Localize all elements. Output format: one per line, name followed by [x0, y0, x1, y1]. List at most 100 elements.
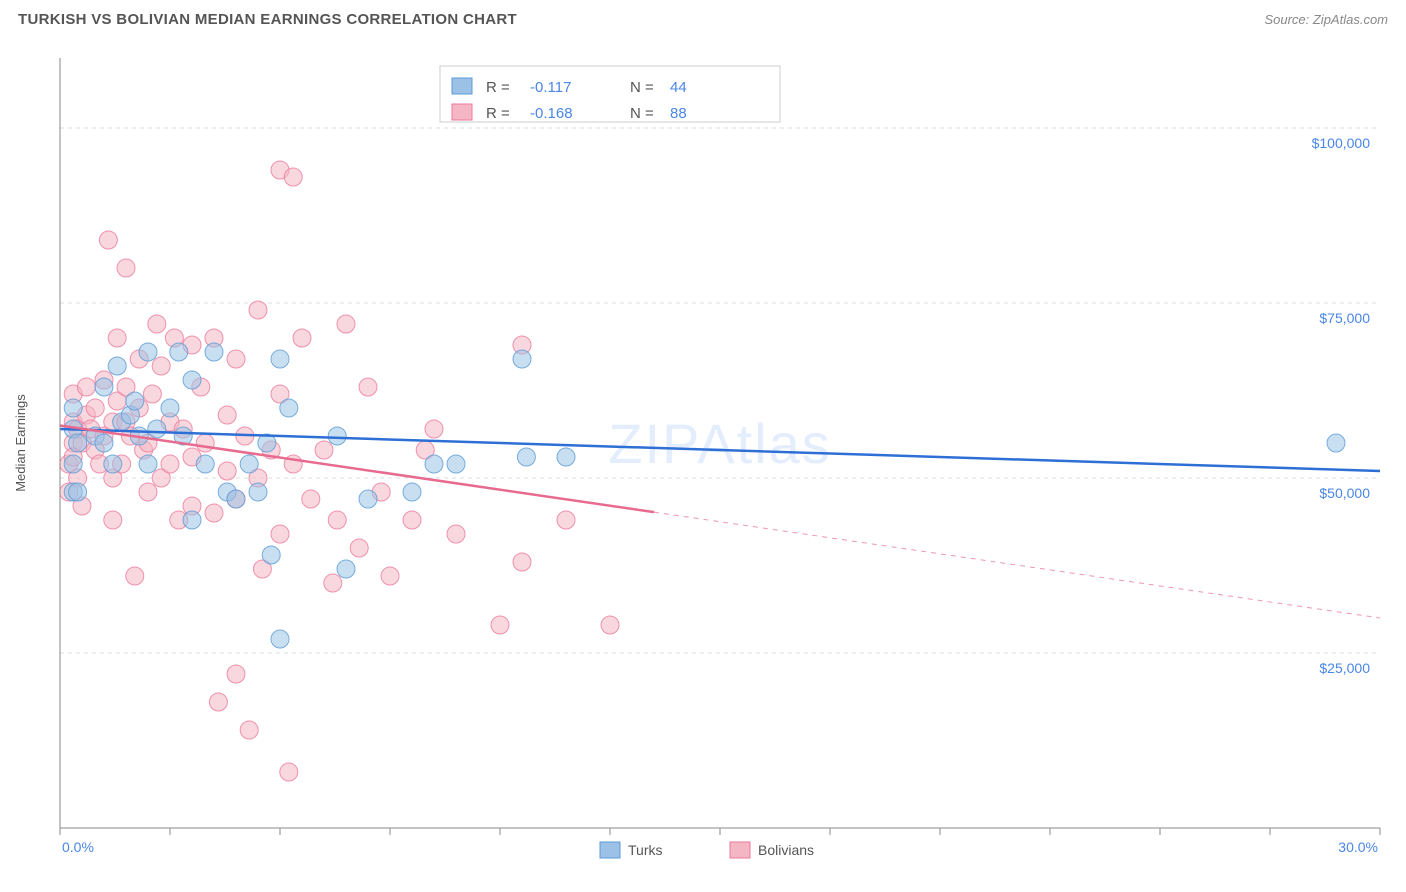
chart-title: TURKISH VS BOLIVIAN MEDIAN EARNINGS CORR… [18, 11, 517, 28]
watermark: ZIPAtlas [608, 412, 831, 475]
data-point [403, 483, 421, 501]
y-tick-label: $75,000 [1319, 310, 1370, 326]
data-point [271, 350, 289, 368]
data-point [271, 630, 289, 648]
data-point [205, 343, 223, 361]
legend-r-label: R = [486, 105, 510, 122]
data-point [425, 420, 443, 438]
data-point [249, 301, 267, 319]
data-point [126, 392, 144, 410]
y-tick-label: $50,000 [1319, 485, 1370, 501]
data-point [64, 455, 82, 473]
data-point [95, 434, 113, 452]
legend-r-value: -0.117 [530, 79, 571, 96]
data-point [99, 231, 117, 249]
legend-series-label: Bolivians [758, 842, 814, 858]
legend-swatch [730, 842, 750, 858]
data-point [227, 490, 245, 508]
data-point [557, 448, 575, 466]
data-point [69, 483, 87, 501]
data-point [148, 315, 166, 333]
data-point [403, 511, 421, 529]
x-tick-label: 0.0% [62, 839, 94, 855]
legend-swatch [452, 104, 472, 120]
data-point [350, 539, 368, 557]
chart-area: $25,000 $50,000 $75,000 $100,000 ZIPAtlas 0.0… [0, 38, 1406, 892]
data-point [601, 616, 619, 634]
x-tick-label: 30.0% [1338, 839, 1378, 855]
data-point [271, 525, 289, 543]
data-point [324, 574, 342, 592]
data-point [337, 560, 355, 578]
legend-swatch [452, 78, 472, 94]
legend-swatch [600, 842, 620, 858]
data-point [240, 455, 258, 473]
legend-r-value: -0.168 [530, 105, 573, 122]
data-point [328, 427, 346, 445]
data-point [284, 168, 302, 186]
data-point [86, 399, 104, 417]
data-point [425, 455, 443, 473]
data-point [183, 371, 201, 389]
data-point [95, 378, 113, 396]
legend-n-label: N = [630, 105, 654, 122]
data-point [315, 441, 333, 459]
data-point [139, 455, 157, 473]
data-point [108, 357, 126, 375]
legend-n-value: 44 [670, 79, 687, 96]
data-point [227, 665, 245, 683]
data-point [183, 511, 201, 529]
data-point [447, 525, 465, 543]
data-point [240, 721, 258, 739]
data-point [359, 490, 377, 508]
data-point [381, 567, 399, 585]
data-point [205, 504, 223, 522]
data-point [69, 434, 87, 452]
data-point [139, 343, 157, 361]
data-point [557, 511, 575, 529]
data-point [513, 350, 531, 368]
data-point [117, 259, 135, 277]
data-point [196, 434, 214, 452]
data-point [104, 511, 122, 529]
data-point [104, 455, 122, 473]
data-point [77, 378, 95, 396]
y-axis-label: Median Earnings [13, 394, 28, 492]
data-point [328, 511, 346, 529]
data-point [359, 378, 377, 396]
data-point [196, 455, 214, 473]
source-label: Source: ZipAtlas.com [1264, 12, 1388, 27]
data-point [143, 385, 161, 403]
data-point [513, 553, 531, 571]
data-point [1327, 434, 1345, 452]
data-point [148, 420, 166, 438]
data-point [293, 329, 311, 347]
legend-n-value: 88 [670, 105, 687, 122]
legend-r-label: R = [486, 79, 510, 96]
data-point [152, 357, 170, 375]
data-point [170, 343, 188, 361]
data-point [491, 616, 509, 634]
data-point [218, 462, 236, 480]
data-point [64, 399, 82, 417]
data-point [161, 455, 179, 473]
data-point [280, 399, 298, 417]
data-point [139, 483, 157, 501]
data-point [302, 490, 320, 508]
data-point [108, 329, 126, 347]
data-point [218, 406, 236, 424]
data-point [249, 483, 267, 501]
y-tick-label: $25,000 [1319, 660, 1370, 676]
data-point [126, 567, 144, 585]
header-bar: TURKISH VS BOLIVIAN MEDIAN EARNINGS CORR… [0, 0, 1406, 38]
data-point [280, 763, 298, 781]
scatter-chart: $25,000 $50,000 $75,000 $100,000 ZIPAtlas 0.0… [0, 38, 1406, 892]
data-point [447, 455, 465, 473]
data-point [262, 546, 280, 564]
y-tick-label: $100,000 [1312, 135, 1371, 151]
data-point [227, 350, 245, 368]
legend-n-label: N = [630, 79, 654, 96]
data-point [517, 448, 535, 466]
data-point [209, 693, 227, 711]
data-point [337, 315, 355, 333]
